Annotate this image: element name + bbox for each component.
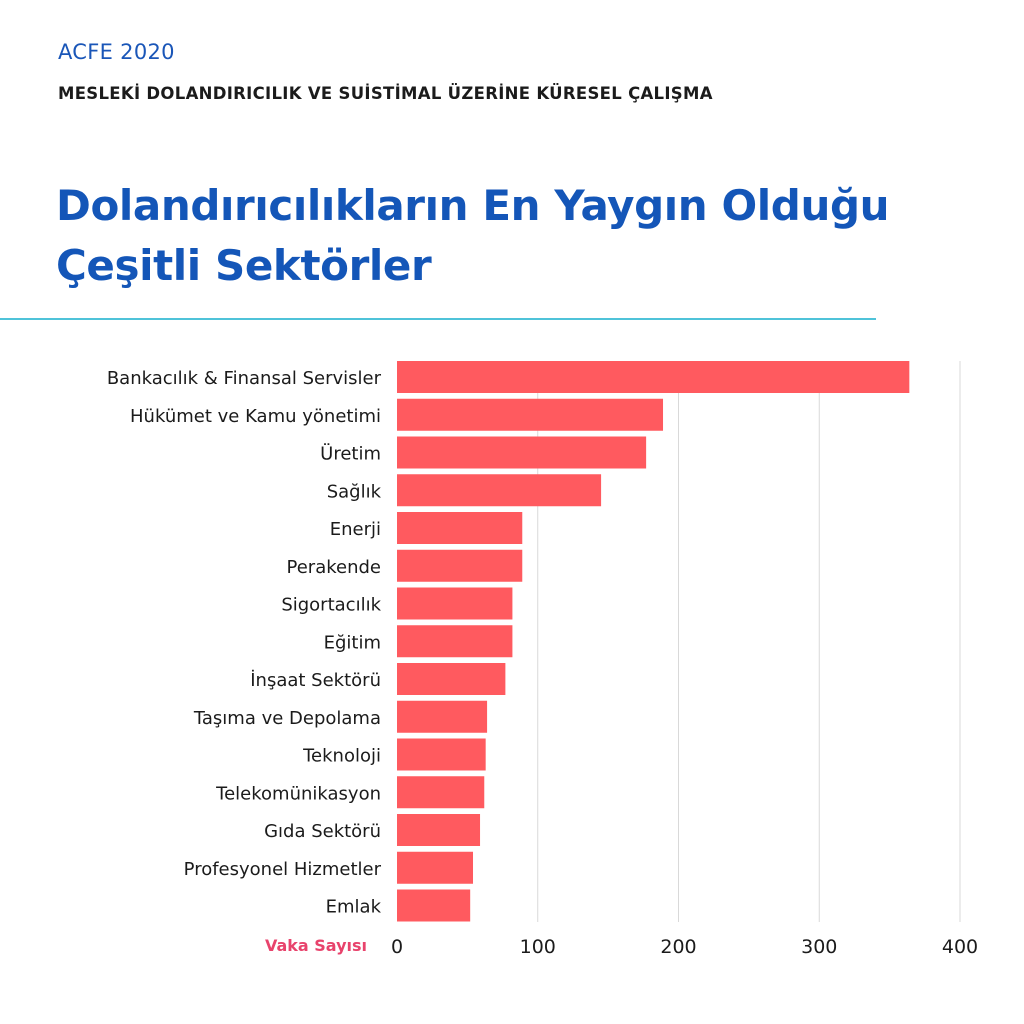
category-label: Eğitim	[324, 632, 381, 653]
x-tick-label: 300	[801, 936, 837, 958]
category-label: Telekomünikasyon	[215, 783, 381, 804]
title-divider	[0, 318, 876, 320]
category-label: Sigortacılık	[281, 595, 381, 616]
bar	[397, 625, 513, 658]
bar	[397, 738, 486, 771]
bar	[397, 398, 664, 431]
category-label: Bankacılık & Finansal Servisler	[107, 368, 382, 389]
x-tick-label: 400	[942, 936, 978, 958]
category-label: İnşaat Sektörü	[250, 670, 381, 691]
bar	[397, 776, 485, 809]
category-label: Gıda Sektörü	[264, 821, 381, 842]
bar	[397, 814, 481, 846]
category-label: Hükümet ve Kamu yönetimi	[130, 406, 381, 427]
bar	[397, 663, 506, 695]
x-tick-label: 200	[660, 936, 696, 958]
x-axis-label: Vaka Sayısı	[265, 936, 367, 955]
bar	[397, 700, 488, 733]
bar	[397, 889, 471, 922]
category-label: Üretim	[320, 443, 381, 465]
category-label: Sağlık	[327, 481, 382, 502]
x-tick-label: 100	[520, 936, 556, 958]
bar	[397, 436, 647, 469]
category-label: Emlak	[326, 897, 382, 918]
bar	[397, 587, 513, 620]
category-label: Perakende	[287, 557, 381, 578]
bar	[397, 512, 523, 544]
bar	[397, 474, 602, 507]
x-tick-label: 0	[391, 936, 403, 958]
report-subtitle: MESLEKİ DOLANDIRICILIK VE SUİSTİMAL ÜZER…	[58, 84, 713, 103]
bar	[397, 851, 474, 884]
category-label: Profesyonel Hizmetler	[184, 859, 382, 880]
category-label: Enerji	[330, 519, 381, 540]
category-label: Taşıma ve Depolama	[193, 708, 381, 729]
category-label: Teknoloji	[302, 746, 381, 767]
source-label: ACFE 2020	[58, 40, 175, 64]
bar	[397, 361, 910, 393]
bar	[397, 549, 523, 582]
chart-title: Dolandırıcılıkların En Yaygın Olduğu Çeş…	[56, 181, 890, 290]
